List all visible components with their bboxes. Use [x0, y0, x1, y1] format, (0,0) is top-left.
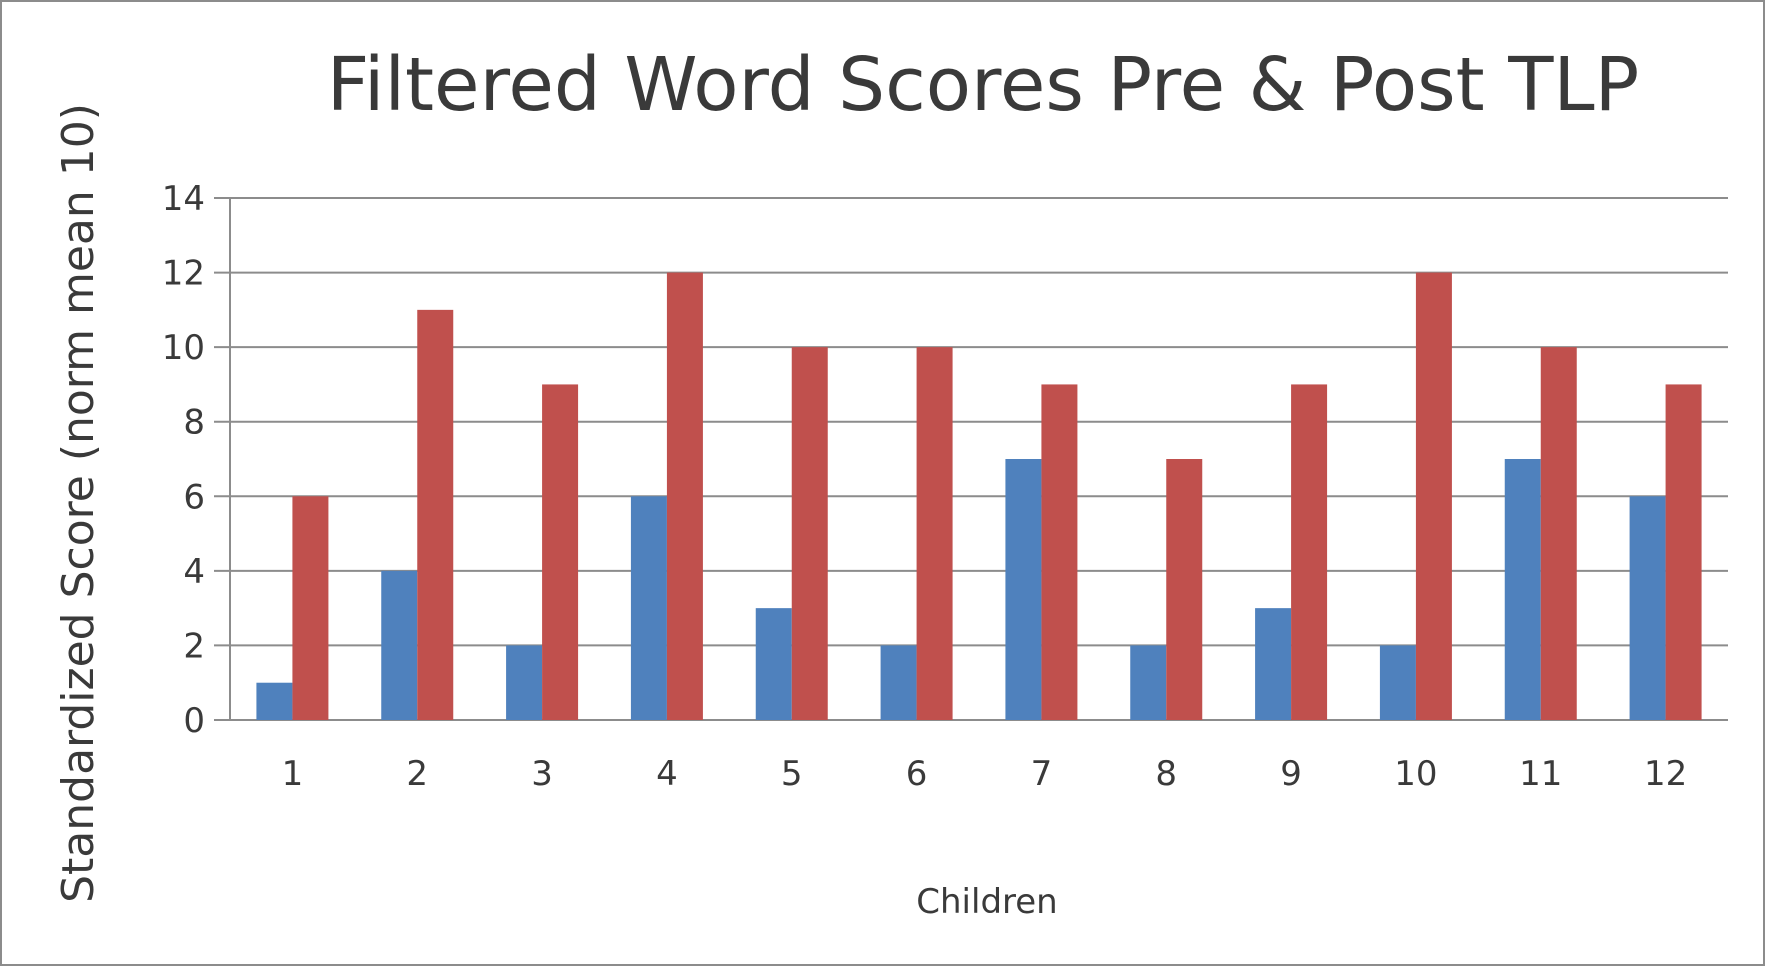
y-tick-labels: 0 2 4 6 8 10 12 14	[162, 179, 205, 741]
x-tick-labels: 1 2 3 4 5 6 7 8 9 10 11 12	[282, 754, 1688, 794]
bar-series2-child-12	[1665, 384, 1702, 720]
bar-series2-child-8	[1166, 459, 1203, 720]
bar-series2-child-1	[292, 496, 329, 720]
gridlines	[214, 197, 1728, 721]
y-tick-label: 2	[183, 626, 205, 666]
x-tick-label: 11	[1519, 754, 1562, 794]
bar-series1-child-12	[1629, 496, 1666, 720]
bar-series1-child-5	[755, 608, 792, 720]
bar-series2-child-4	[666, 272, 703, 720]
bar-series1-child-1	[256, 682, 293, 720]
x-tick-label: 2	[406, 754, 428, 794]
y-tick-label: 8	[183, 403, 205, 443]
bar-series2-child-9	[1291, 384, 1328, 720]
bar-series2-child-11	[1540, 347, 1577, 720]
y-tick-label: 14	[162, 179, 205, 219]
bars	[256, 272, 1702, 720]
bar-series1-child-8	[1130, 645, 1167, 720]
bar-series1-child-11	[1504, 459, 1541, 720]
bar-series1-child-2	[381, 570, 418, 720]
x-tick-label: 10	[1394, 754, 1437, 794]
chart-title: Filtered Word Scores Pre & Post TLP	[327, 42, 1640, 128]
bar-series2-child-3	[542, 384, 579, 720]
x-tick-label: 1	[282, 754, 304, 794]
y-tick-label: 4	[183, 552, 205, 592]
y-tick-label: 10	[162, 328, 205, 368]
bar-series2-child-7	[1041, 384, 1078, 720]
x-tick-label: 5	[781, 754, 803, 794]
x-tick-label: 4	[656, 754, 678, 794]
y-axis-label: Standardized Score (norm mean 10)	[53, 103, 104, 903]
bar-series2-child-2	[417, 309, 454, 720]
bar-series1-child-10	[1379, 645, 1416, 720]
x-tick-label: 8	[1155, 754, 1177, 794]
y-tick-label: 12	[162, 254, 205, 294]
bar-series2-child-10	[1415, 272, 1452, 720]
bar-series2-child-6	[916, 347, 953, 720]
x-axis-label: Children	[916, 882, 1057, 922]
y-tick-label: 6	[183, 477, 205, 517]
bar-series2-child-5	[791, 347, 828, 720]
x-tick-label: 6	[906, 754, 928, 794]
bar-series1-child-4	[630, 496, 667, 720]
bar-series1-child-7	[1005, 459, 1042, 720]
bar-series1-child-9	[1255, 608, 1292, 720]
y-tick-label: 0	[183, 701, 205, 741]
x-tick-label: 3	[531, 754, 553, 794]
bar-series1-child-6	[880, 645, 917, 720]
x-tick-label: 12	[1644, 754, 1687, 794]
bar-series1-child-3	[506, 645, 543, 720]
x-tick-label: 9	[1280, 754, 1302, 794]
x-tick-label: 7	[1031, 754, 1053, 794]
